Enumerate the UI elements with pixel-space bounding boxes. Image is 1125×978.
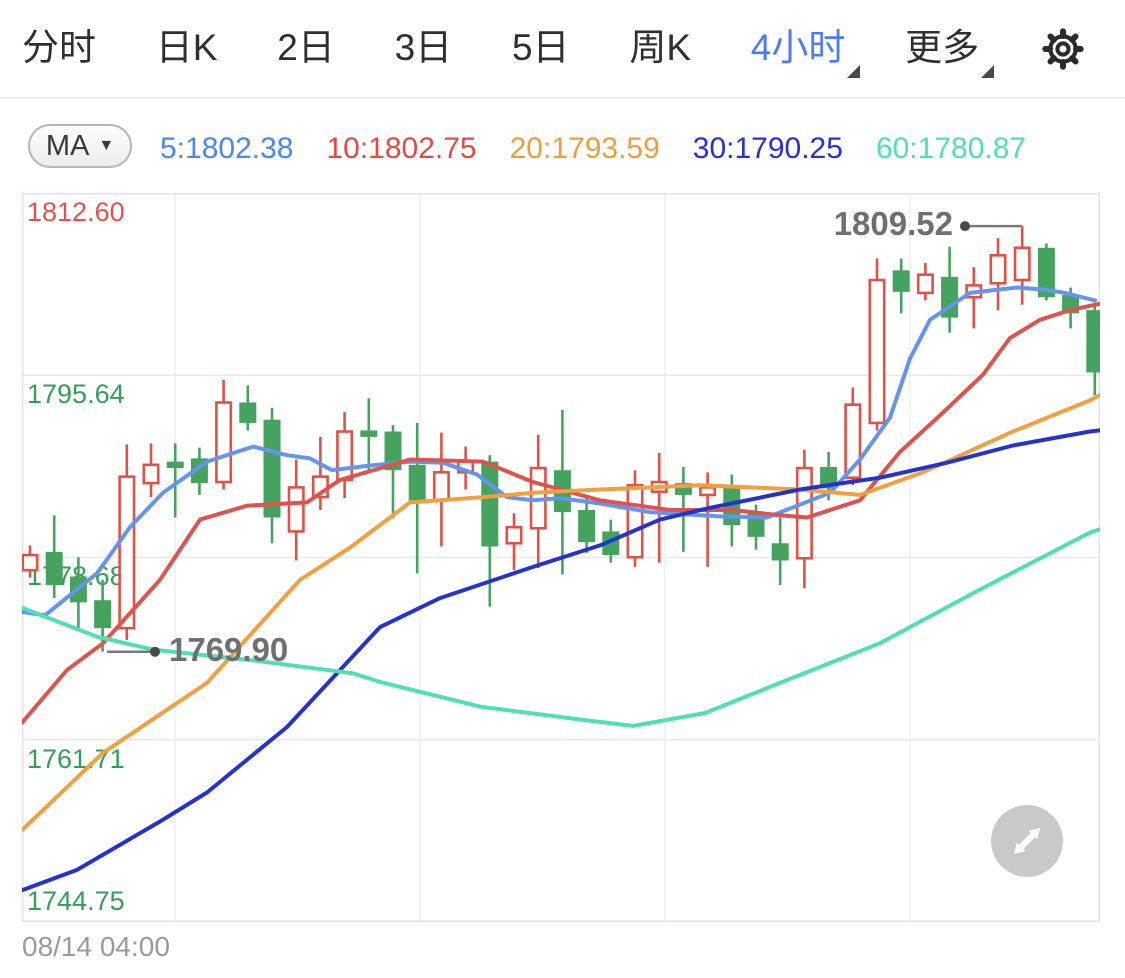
- candle-body-up: [1013, 246, 1031, 282]
- settings-button[interactable]: [1039, 25, 1087, 73]
- ma-line-MA30: [22, 428, 1100, 893]
- ma5-value: 5:1802.38: [160, 132, 294, 165]
- x-axis-time-label: 08/14 04:00: [22, 931, 170, 962]
- tab-daily-k[interactable]: 日K: [155, 27, 218, 69]
- candle-body-down: [239, 402, 257, 423]
- tab-weekly-k[interactable]: 周K: [629, 27, 692, 69]
- ma10-value: 10:1802.75: [326, 132, 477, 165]
- tab-5day[interactable]: 5日: [511, 27, 570, 69]
- annotation-dot: [960, 221, 970, 232]
- candle-body-down: [408, 464, 426, 501]
- y-axis-label: 1744.75: [27, 886, 125, 916]
- candle-body-down: [1086, 310, 1100, 373]
- ma-line-MA5: [22, 285, 1097, 618]
- candle-body-down: [94, 600, 112, 629]
- candle-body-down: [771, 543, 789, 561]
- candle-body-down: [578, 509, 596, 543]
- candlestick-chart[interactable]: 1812.60 1795.64 1778.68 1761.71 1744.75 …: [22, 193, 1100, 922]
- gear-icon: [1042, 27, 1084, 70]
- candle-body-down: [674, 483, 692, 495]
- annotation-dot: [150, 646, 160, 657]
- ma-line-MA60: [22, 527, 1100, 728]
- candle-body-up: [868, 278, 886, 425]
- candle-body-up: [215, 401, 233, 484]
- candle-body-down: [360, 430, 378, 437]
- candle-body-up: [142, 463, 160, 485]
- candle-body-up: [336, 430, 354, 482]
- period-tabbar: 分时 日K 2日 3日 5日 周K 4小时 更多: [0, 0, 1125, 97]
- ma20-value: 20:1793.59: [509, 132, 660, 165]
- expand-icon: [1014, 828, 1040, 854]
- candle-body-down: [481, 461, 499, 547]
- candle-body-up: [432, 471, 450, 502]
- tab-2day[interactable]: 2日: [277, 27, 335, 69]
- price-chart-canvas[interactable]: [22, 193, 1100, 922]
- tab-more[interactable]: 更多: [905, 27, 995, 78]
- header-divider: [0, 97, 1125, 99]
- y-axis-label: 1812.60: [27, 197, 125, 227]
- fullscreen-button[interactable]: [991, 805, 1063, 877]
- ma60-value: 60:1780.87: [875, 132, 1027, 165]
- candle-body-up: [505, 525, 523, 545]
- ma-legend: 5:1802.38 10:1802.75 20:1793.59 30:1790.…: [160, 132, 1026, 166]
- tab-3day[interactable]: 3日: [394, 27, 453, 69]
- high-price-annotation: 1809.52: [833, 205, 953, 243]
- candle-body-down: [892, 270, 910, 292]
- candle-body-up: [118, 475, 136, 630]
- candle-body-down: [166, 461, 184, 469]
- ma-line-MA10: [22, 301, 1100, 725]
- candle-body-up: [699, 486, 717, 497]
- y-axis-label: 1795.64: [27, 379, 125, 410]
- candle-body-down: [1037, 247, 1055, 298]
- ma-dropdown-button[interactable]: MA ▼: [28, 124, 132, 168]
- ma30-value: 30:1790.25: [692, 132, 843, 165]
- candle-body-up: [626, 483, 644, 559]
- candle-body-down: [263, 419, 281, 518]
- dropdown-corner-icon: [847, 64, 861, 78]
- ma-dropdown-label: MA: [45, 129, 90, 162]
- candle-body-up: [844, 403, 862, 480]
- candle-body-down: [45, 551, 63, 586]
- candle-body-up: [916, 273, 934, 295]
- caret-down-icon: ▼: [98, 137, 115, 154]
- tab-4hour[interactable]: 4小时: [751, 27, 861, 78]
- candle-body-up: [22, 553, 39, 572]
- low-price-annotation: 1769.90: [169, 630, 289, 668]
- candle-body-up: [795, 466, 813, 560]
- dropdown-corner-icon: [981, 64, 995, 78]
- tab-minute[interactable]: 分时: [22, 27, 96, 69]
- ma-line-MA20: [22, 393, 1100, 833]
- candle-body-down: [384, 431, 402, 471]
- candle-body-up: [989, 254, 1007, 285]
- candle-body-up: [287, 486, 305, 533]
